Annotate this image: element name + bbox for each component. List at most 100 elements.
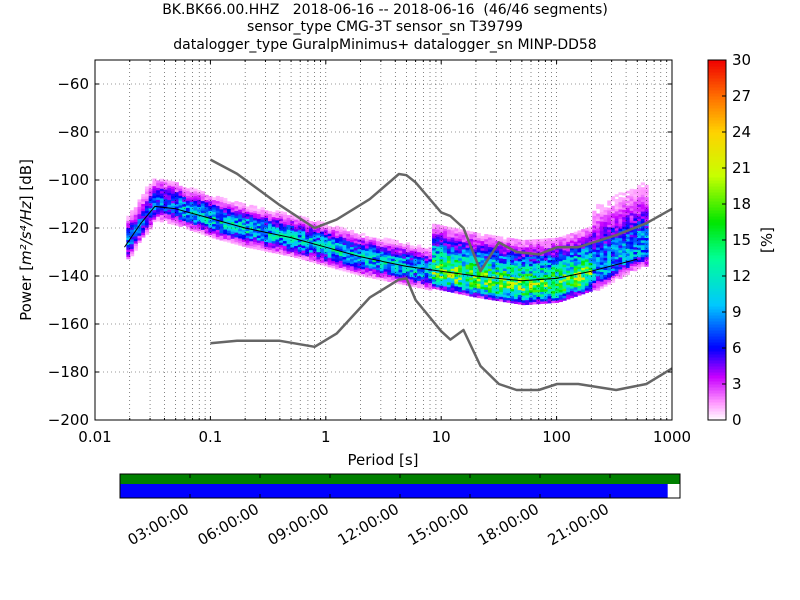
- heatmap-cell: [506, 297, 511, 301]
- heatmap-cell: [171, 183, 176, 187]
- heatmap-cell: [428, 266, 433, 269]
- heatmap-cell: [465, 264, 470, 268]
- heatmap-cell: [342, 239, 347, 243]
- heatmap-cell: [256, 230, 261, 234]
- heatmap-cell: [394, 263, 399, 267]
- heatmap-cell: [476, 295, 481, 299]
- heatmap-cell: [499, 250, 504, 254]
- heatmap-cell: [256, 218, 261, 222]
- heatmap-cell: [569, 292, 575, 296]
- heatmap-cell: [510, 264, 515, 268]
- heatmap-cell: [506, 264, 511, 267]
- heatmap-cell: [335, 261, 340, 265]
- colorbar-segment: [708, 408, 726, 412]
- heatmap-cell: [514, 257, 519, 261]
- heatmap-cell: [499, 246, 504, 249]
- heatmap-cell: [226, 218, 232, 221]
- heatmap-cell: [599, 245, 604, 248]
- heatmap-cell: [185, 224, 191, 228]
- heatmap-cell: [562, 276, 567, 280]
- heatmap-cell: [271, 233, 276, 237]
- heatmap-cell: [130, 217, 135, 221]
- heatmap-cell: [450, 263, 455, 267]
- heatmap-cell: [461, 285, 466, 288]
- heatmap-cell: [290, 215, 295, 219]
- heatmap-cell: [234, 234, 239, 238]
- heatmap-cell: [405, 254, 411, 258]
- heatmap-cell: [316, 230, 321, 234]
- heatmap-cell: [197, 189, 202, 193]
- heatmap-cell: [156, 216, 161, 220]
- heatmap-cell: [424, 277, 429, 281]
- heatmap-cell: [558, 284, 563, 288]
- colorbar-segment: [708, 300, 726, 304]
- heatmap-cell: [309, 230, 314, 234]
- heatmap-cell: [189, 194, 194, 198]
- heatmap-cell: [189, 228, 194, 231]
- heatmap-cell: [428, 254, 433, 257]
- heatmap-cell: [420, 271, 425, 275]
- heatmap-cell: [409, 247, 414, 251]
- heatmap-cell: [361, 240, 366, 243]
- heatmap-cell: [517, 296, 522, 300]
- colorbar-segment: [708, 366, 726, 370]
- heatmap-cell: [633, 230, 638, 233]
- heatmap-cell: [555, 292, 560, 296]
- heatmap-cell: [566, 294, 571, 298]
- heatmap-cell: [133, 214, 138, 218]
- heatmap-cell: [476, 276, 481, 279]
- heatmap-cell: [446, 238, 452, 242]
- heatmap-cell: [391, 275, 396, 278]
- heatmap-cell: [260, 243, 265, 247]
- heatmap-cell: [200, 229, 206, 233]
- heatmap-cell: [495, 286, 500, 290]
- heatmap-cell: [271, 216, 276, 220]
- heatmap-cell: [405, 242, 411, 246]
- heatmap-cell: [614, 268, 619, 272]
- heatmap-cell: [573, 265, 578, 269]
- heatmap-cell: [581, 265, 586, 268]
- heatmap-cell: [323, 244, 329, 248]
- heatmap-cell: [461, 270, 466, 274]
- heatmap-cell: [633, 227, 638, 231]
- heatmap-cell: [569, 290, 575, 294]
- heatmap-cell: [432, 264, 437, 268]
- heatmap-cell: [346, 250, 351, 254]
- heatmap-cell: [137, 208, 142, 212]
- colorbar-segment: [708, 189, 726, 193]
- heatmap-cell: [469, 284, 474, 288]
- heatmap-cell: [167, 194, 172, 198]
- heatmap-cell: [465, 266, 470, 270]
- heatmap-cell: [230, 204, 235, 208]
- heatmap-cell: [562, 278, 567, 282]
- heatmap-cell: [432, 228, 437, 232]
- heatmap-cell: [167, 216, 172, 220]
- heatmap-cell: [484, 270, 489, 273]
- heatmap-cell: [342, 251, 347, 255]
- heatmap-cell: [629, 234, 634, 238]
- heatmap-cell: [618, 230, 623, 234]
- heatmap-cell: [133, 238, 138, 242]
- colorbar-segment: [708, 297, 726, 301]
- colorbar-segment: [708, 387, 726, 391]
- heatmap-cell: [417, 259, 422, 262]
- heatmap-cell: [610, 224, 616, 228]
- heatmap-cell: [491, 264, 496, 267]
- heatmap-cell: [446, 281, 452, 285]
- heatmap-cell: [450, 234, 455, 238]
- heatmap-cell: [566, 263, 571, 266]
- heatmap-cell: [637, 242, 642, 246]
- colorbar-segment: [708, 414, 726, 418]
- heatmap-cell: [144, 215, 150, 219]
- colorbar-segment: [708, 261, 726, 265]
- heatmap-cell: [286, 239, 291, 242]
- heatmap-cell: [286, 253, 291, 257]
- heatmap-cell: [174, 208, 179, 212]
- heatmap-cell: [417, 251, 422, 255]
- heatmap-cell: [555, 280, 560, 284]
- heatmap-cell: [629, 212, 634, 216]
- heatmap-cell: [614, 266, 619, 269]
- heatmap-cell: [569, 288, 575, 291]
- heatmap-cell: [592, 268, 597, 272]
- heatmap-cell: [614, 237, 619, 241]
